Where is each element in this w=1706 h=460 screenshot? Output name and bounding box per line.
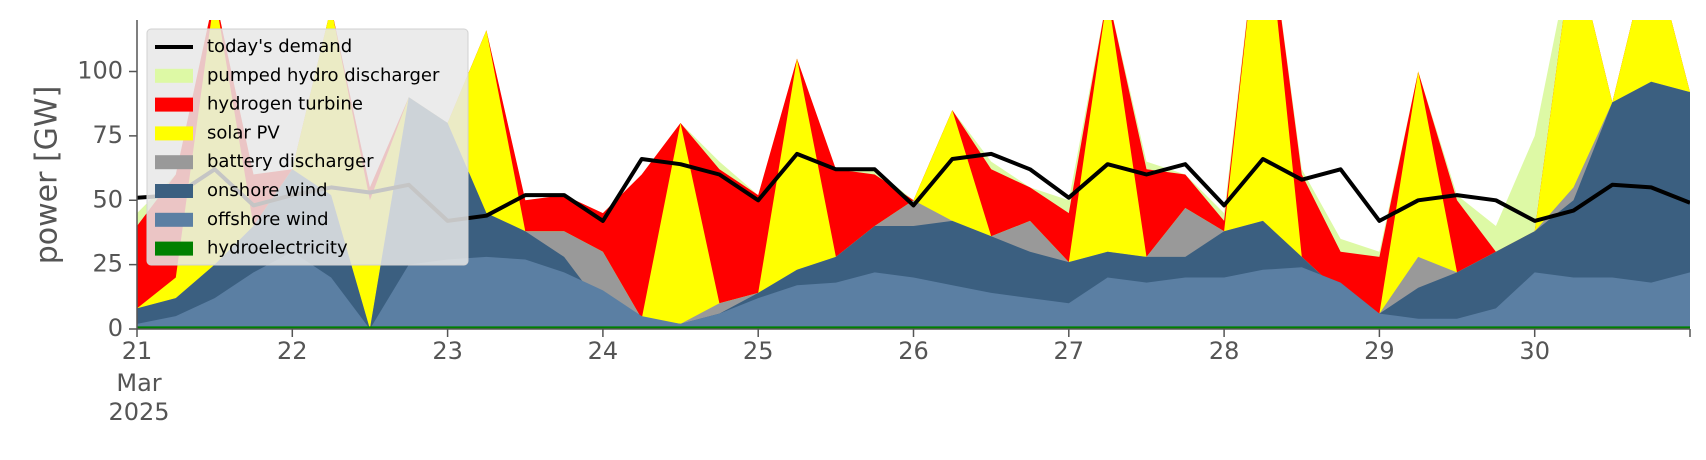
- legend-label-offshore-wind: offshore wind: [207, 209, 329, 230]
- y-tick-label: 75: [92, 121, 123, 149]
- area-offshore-wind: [137, 251, 1690, 329]
- y-tick-label: 100: [77, 57, 123, 85]
- legend-swatch-pumped-hydro-discharger: [155, 68, 193, 83]
- x-tick-label: 29: [1364, 337, 1395, 365]
- x-tick-label: 25: [743, 337, 774, 365]
- y-axis-label: power [GW]: [30, 86, 65, 265]
- x-tick-label: 26: [898, 337, 929, 365]
- x-tick-label: 22: [277, 337, 308, 365]
- legend-swatch-onshore-wind: [155, 184, 193, 198]
- legend-box: [146, 28, 469, 266]
- legend-label-battery-discharger: battery discharger: [207, 151, 374, 172]
- y-tick-label: 50: [92, 185, 123, 213]
- x-tick-label: 27: [1054, 337, 1085, 365]
- area-series-group: [137, 20, 1690, 329]
- legend-label-onshore-wind: onshore wind: [207, 180, 328, 201]
- legend-swatch-hydrogen-turbine: [155, 97, 193, 112]
- x-tick-label: 23: [432, 337, 463, 365]
- legend-label-solar-pv: solar PV: [207, 122, 280, 143]
- legend-label-hydroelectricity: hydroelectricity: [207, 238, 348, 259]
- x-tick-label: 28: [1209, 337, 1240, 365]
- legend-label-hydrogen-turbine: hydrogen turbine: [207, 94, 363, 115]
- legend-label-today-s-demand: today's demand: [207, 36, 352, 57]
- y-tick-label: 25: [92, 250, 123, 278]
- legend-label-pumped-hydro-discharger: pumped hydro discharger: [207, 65, 440, 86]
- x-tick-label: 30: [1519, 337, 1550, 365]
- x-tick-year-label: 2025: [108, 398, 169, 426]
- x-tick-label: 21: [122, 337, 153, 365]
- legend-swatch-solar-pv: [155, 126, 193, 141]
- legend-swatch-offshore-wind: [155, 212, 193, 227]
- x-tick-month-label: Mar: [116, 369, 161, 397]
- x-tick-label: 24: [588, 337, 619, 365]
- y-tick-label: 0: [108, 314, 123, 342]
- legend-swatch-battery-discharger: [155, 155, 193, 170]
- legend: today's demand pumped hydro discharger hyd…: [146, 28, 469, 266]
- legend-swatch-hydroelectricity: [155, 241, 193, 256]
